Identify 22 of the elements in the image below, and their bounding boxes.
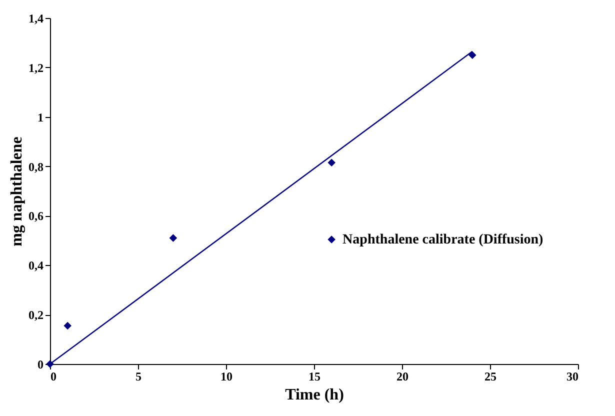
x-tick-label: 25 [484, 370, 496, 384]
y-tick-label: 0,6 [28, 209, 44, 224]
x-tick-label: 15 [308, 370, 320, 384]
point [169, 234, 178, 242]
point [64, 322, 72, 330]
x-tick-label: 30 [566, 370, 578, 384]
x-tick-label: 0 [50, 370, 56, 384]
y-tick-label: 0 [38, 358, 44, 372]
y-tick-label: 0,4 [28, 258, 44, 273]
x-axis-title: Time (h) [285, 386, 344, 404]
point [468, 51, 476, 59]
y-tick-label: 1 [38, 110, 44, 124]
y-tick-label: 1,4 [28, 12, 44, 26]
y-tick-label: 1,2 [28, 60, 44, 75]
legend-label: Naphthalene calibrate (Diffusion) [342, 232, 544, 248]
y-tick-label: 0,8 [28, 160, 44, 174]
point [328, 158, 336, 166]
y-tick-label: 0,2 [28, 308, 44, 322]
x-tick-label: 10 [220, 370, 232, 384]
x-tick-label: 20 [396, 370, 408, 384]
x-tick-label: 5 [136, 370, 142, 384]
y-axis-title: mg naphthalene [8, 136, 26, 246]
